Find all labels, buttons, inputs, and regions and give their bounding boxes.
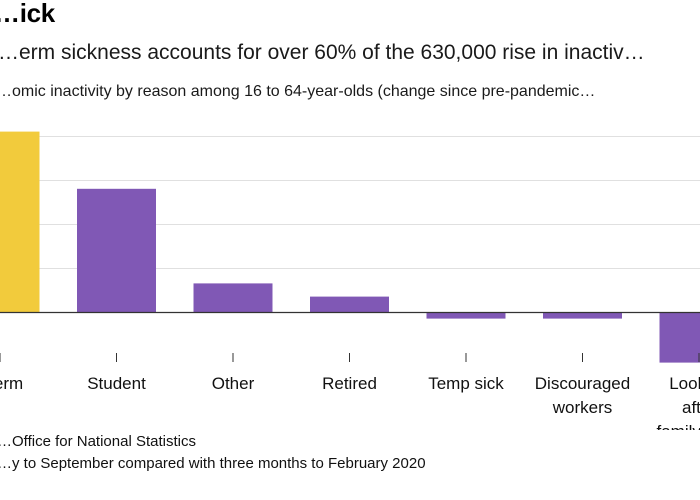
chart-caption: …omic inactivity by reason among 16 to 6…: [0, 83, 596, 100]
bar: [193, 283, 273, 312]
category-label: Student: [87, 374, 146, 393]
chart-subtitle: …erm sickness accounts for over 60% of t…: [0, 41, 645, 64]
category-label: Discouraged workers: [535, 374, 630, 417]
bar: [0, 131, 40, 312]
category-label: Other: [212, 374, 255, 393]
category-label: …erm: [0, 374, 23, 393]
bar: [659, 312, 700, 363]
bar: [426, 312, 506, 319]
period-note: …y to September compared with three mont…: [0, 455, 426, 472]
source-note: …Office for National Statistics: [0, 433, 196, 450]
bar: [310, 296, 389, 312]
bar: [77, 188, 156, 312]
category-label: Temp sick: [428, 374, 504, 393]
chart-title: …ick: [0, 0, 55, 28]
category-label: Retired: [322, 374, 377, 393]
category-label: Lookingafterfamily/ho…: [656, 374, 700, 430]
bar-chart: …erm Student Other Retired Temp sick Discoura…: [0, 131, 700, 430]
bar: [543, 312, 622, 319]
